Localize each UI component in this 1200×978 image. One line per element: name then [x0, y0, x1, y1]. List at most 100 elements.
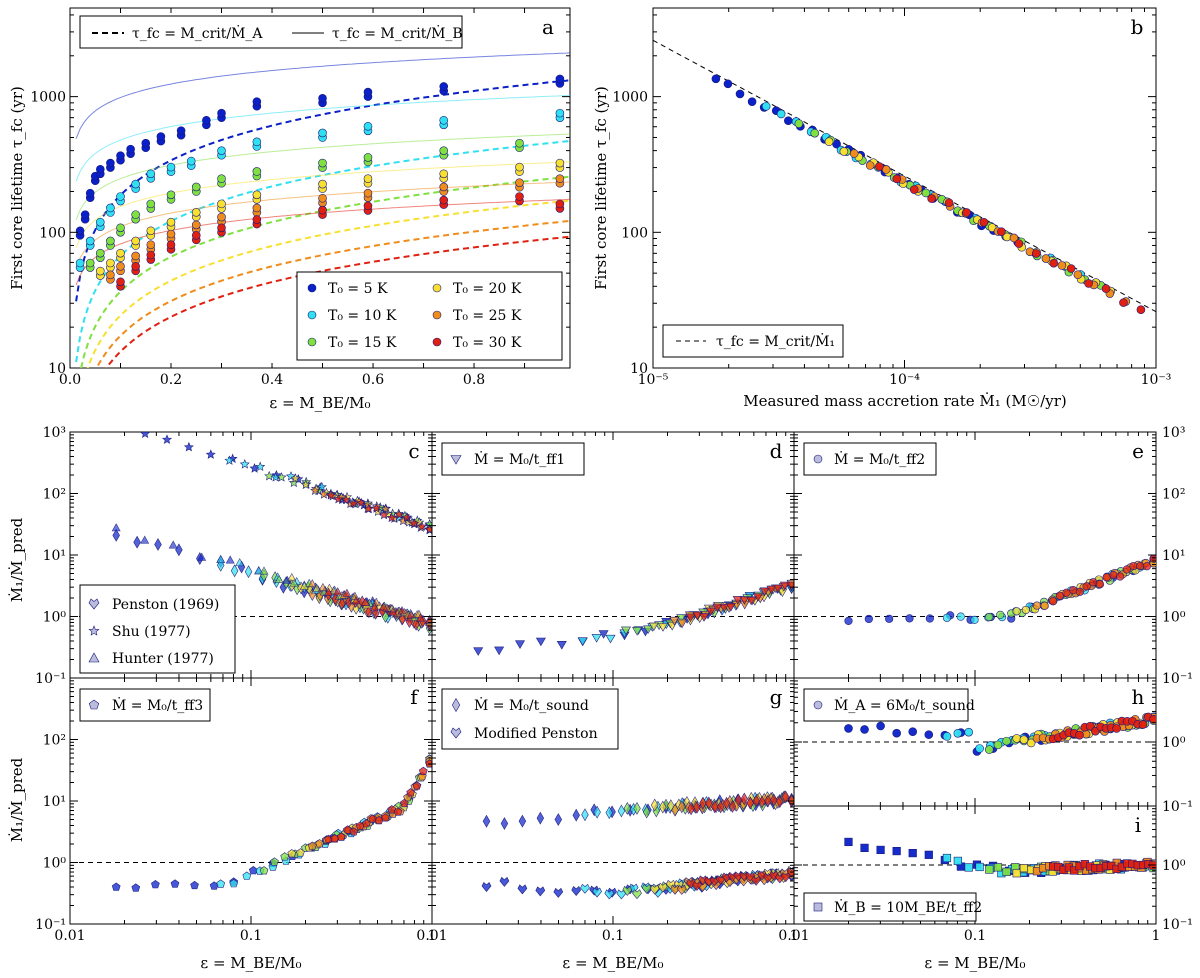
x-axis-label: ε = M_BE/M₀: [200, 954, 301, 972]
legend-marker: [88, 699, 100, 710]
y-tick-label: 10⁻¹: [35, 917, 66, 933]
data-point-0: [885, 614, 894, 623]
x-tick-label: 0.1: [602, 928, 624, 944]
data-point-1: [956, 612, 965, 621]
data-point-2: [985, 865, 994, 874]
data-point-4: [677, 619, 688, 629]
data-point-1: [318, 128, 327, 138]
model-curve-B-1: [75, 95, 570, 182]
data-point-1: [316, 481, 327, 492]
data-point-0: [553, 887, 564, 898]
data-point-2: [280, 852, 290, 861]
data-point-5: [1048, 597, 1058, 606]
y-tick-label: 10⁰: [43, 856, 67, 872]
legend-marker: [813, 700, 823, 710]
data-point-5: [191, 231, 201, 240]
data-point-0: [925, 614, 934, 623]
plot-frame: [69, 7, 571, 369]
data-point-0: [844, 837, 853, 847]
data-point-5: [379, 602, 389, 611]
legend-box: [79, 688, 211, 722]
legend-label: Shu (1977): [112, 624, 191, 640]
data-point-2: [633, 802, 641, 815]
data-point-1: [239, 459, 250, 469]
data-point-1: [217, 146, 226, 155]
data-point-0: [170, 879, 180, 888]
data-point-0: [161, 434, 173, 444]
data-point-4: [363, 188, 373, 198]
x-tick-label: 10⁻⁴: [889, 372, 920, 388]
data-point-5: [725, 602, 736, 612]
data-point-0: [205, 449, 216, 459]
data-point-0: [217, 108, 226, 118]
legend-label: Ṁ_A = 6M₀/t_sound: [834, 696, 975, 714]
data-point-0: [190, 880, 199, 890]
data-point-5: [732, 596, 743, 605]
data-point-5: [416, 521, 428, 531]
y-tick-label: 100: [621, 225, 648, 241]
data-point-5: [166, 240, 176, 250]
data-point-4: [315, 839, 324, 848]
data-point-5: [363, 201, 373, 211]
data-point-5: [555, 199, 565, 209]
data-point-5: [752, 593, 763, 602]
data-point-2: [993, 740, 1003, 750]
data-point-0: [494, 646, 505, 656]
data-point-5: [1109, 570, 1118, 580]
clipped-layer: [70, 754, 432, 892]
data-point-0: [112, 528, 120, 542]
data-point-3: [290, 473, 301, 483]
data-point-3: [987, 223, 997, 232]
legend-label: T₀ = 25 K: [453, 308, 522, 324]
data-point-4: [1041, 254, 1051, 263]
data-point-5: [1014, 239, 1024, 248]
data-point-5: [394, 509, 405, 519]
data-point-5: [1075, 730, 1084, 740]
data-point-0: [111, 523, 121, 532]
data-point-3: [363, 174, 373, 183]
data-point-1: [964, 863, 973, 872]
data-point-2: [146, 199, 156, 209]
data-point-5: [1084, 279, 1093, 288]
y-tick-label: 10²: [43, 733, 66, 749]
data-point-2: [264, 470, 275, 481]
data-point-4: [1032, 601, 1042, 610]
data-point-5: [1136, 305, 1146, 315]
data-point-0: [96, 164, 105, 174]
data-point-4: [252, 203, 262, 213]
clipped-layer: [432, 579, 794, 656]
data-point-4: [1009, 233, 1019, 243]
data-point-5: [739, 596, 750, 605]
data-point-5: [371, 606, 380, 620]
data-point-1: [363, 121, 373, 131]
data-point-1: [761, 101, 771, 111]
y-tick-label: 10¹: [1162, 548, 1185, 564]
data-point-2: [106, 236, 115, 246]
data-point-5: [360, 597, 370, 606]
data-point-2: [1002, 736, 1011, 746]
y-tick-label: 10⁰: [43, 610, 67, 626]
data-point-4: [318, 582, 328, 592]
model-curve-A-4: [95, 219, 570, 368]
data-point-3: [439, 169, 449, 179]
data-point-5: [338, 597, 346, 611]
legend-marker: [307, 310, 317, 320]
x-axis-label: ε = M_BE/M₀: [562, 954, 663, 972]
data-point-0: [225, 555, 235, 564]
legend-label: T₀ = 20 K: [453, 281, 522, 297]
data-point-2: [289, 578, 299, 587]
data-point-4: [1057, 261, 1067, 270]
data-point-0: [80, 210, 90, 219]
panel-label: e: [1132, 439, 1144, 463]
data-point-5: [386, 512, 397, 523]
data-point-2: [1002, 867, 1011, 876]
data-point-1: [244, 565, 253, 579]
legend-box: [79, 584, 236, 674]
model-curve-A-5: [105, 235, 570, 368]
data-point-2: [363, 153, 373, 162]
data-point-3: [116, 248, 125, 258]
data-point-2: [276, 472, 287, 482]
legend-label: Ṁ = M₀/t_sound: [474, 696, 589, 714]
data-point-3: [287, 849, 297, 858]
data-point-0: [514, 640, 526, 649]
